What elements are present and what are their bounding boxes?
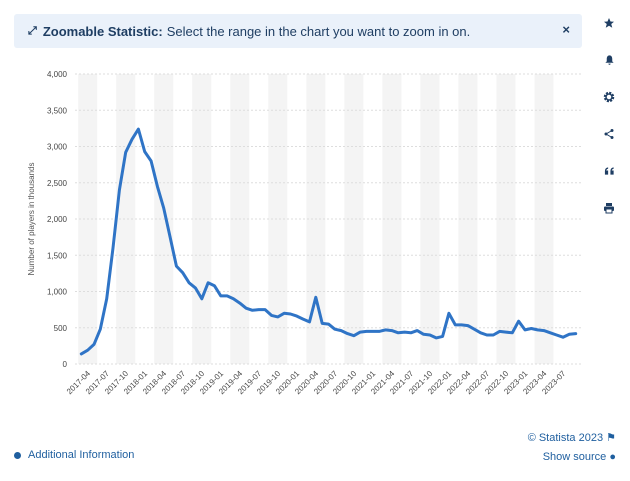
zoom-arrows-icon: ⤢: [28, 24, 37, 37]
grid-band: [420, 74, 440, 364]
y-tick-label: 0: [63, 360, 68, 369]
y-tick-label: 500: [54, 324, 68, 333]
show-source-label: Show source: [542, 451, 607, 463]
series-line: [79, 127, 578, 356]
additional-info-link[interactable]: Additional Information: [14, 449, 134, 461]
quote-icon: [604, 167, 614, 175]
statista-credit[interactable]: © Statista 2023 ⚑: [528, 431, 616, 444]
favorite-button[interactable]: [592, 8, 626, 38]
print-icon: [604, 203, 614, 214]
credit-label: © Statista 2023: [527, 432, 604, 444]
y-tick-label: 2,000: [47, 215, 68, 224]
cite-button[interactable]: [592, 156, 626, 186]
chart-area[interactable]: 0 500 1,000 1,500 2,000 2,500 3,000 3,500 4,000 N…: [0, 58, 600, 418]
sidebar-tools: [592, 8, 626, 228]
print-button[interactable]: [592, 193, 626, 223]
additional-info-label: Additional Information: [28, 449, 135, 461]
share-icon: [604, 129, 614, 139]
notification-button[interactable]: [592, 45, 626, 75]
banner-title: Zoomable Statistic:: [42, 23, 163, 39]
star-icon: [604, 18, 614, 28]
y-tick-label: 1,000: [47, 288, 68, 297]
y-axis-label: Number of players in thousands: [27, 163, 36, 276]
grid-band: [268, 74, 288, 364]
info-icon: [14, 451, 21, 459]
settings-button[interactable]: [592, 82, 626, 112]
gear-icon: [603, 91, 615, 103]
grid-band: [496, 74, 516, 364]
y-tick-label: 1,500: [47, 251, 68, 260]
bell-icon: [604, 55, 614, 65]
y-tick-label: 3,000: [47, 143, 68, 152]
grid-band: [344, 74, 364, 364]
info-bubble-icon: ●: [609, 451, 616, 463]
zoom-banner: ⤢ Zoomable Statistic: Select the range i…: [14, 14, 582, 48]
flag-icon: ⚑: [606, 432, 616, 444]
line-chart[interactable]: 0 500 1,000 1,500 2,000 2,500 3,000 3,500 4,000 N…: [0, 58, 600, 418]
share-button[interactable]: [592, 119, 626, 149]
y-tick-label: 3,500: [47, 106, 68, 115]
show-source-link[interactable]: Show source ●: [543, 451, 616, 463]
y-tick-label: 2,500: [47, 179, 68, 188]
y-tick-label: 4,000: [47, 70, 68, 79]
banner-text: Select the range in the chart you want t…: [166, 23, 471, 39]
close-banner-button[interactable]: ×: [562, 22, 570, 37]
